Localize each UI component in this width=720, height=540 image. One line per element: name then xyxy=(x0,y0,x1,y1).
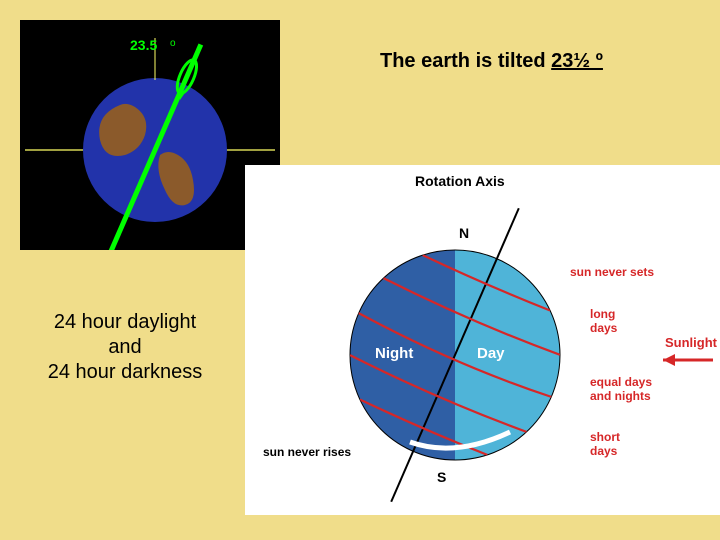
south-label: S xyxy=(437,469,446,485)
left-text-block: 24 hour daylight and 24 hour darkness xyxy=(25,310,225,385)
equal-days-l2: and nights xyxy=(590,389,651,403)
north-label: N xyxy=(459,225,469,241)
title-underlined: 23½ º xyxy=(551,50,603,72)
long-days-l2: days xyxy=(590,321,617,335)
equal-days-l1: equal days xyxy=(590,375,652,389)
svg-text:o: o xyxy=(170,38,176,49)
title-prefix: The earth is tilted xyxy=(380,50,551,72)
short-days-l2: days xyxy=(590,444,617,458)
rotation-axis-title: Rotation Axis xyxy=(415,173,505,189)
day-label: Day xyxy=(477,345,505,362)
rotation-axis-svg xyxy=(245,165,720,515)
left-text-line3: 24 hour darkness xyxy=(25,360,225,385)
sun-never-sets-label: sun never sets xyxy=(570,265,654,279)
left-text-line1: 24 hour daylight xyxy=(25,310,225,335)
sunlight-label: Sunlight xyxy=(665,335,717,350)
long-days-l1: long xyxy=(590,307,615,321)
left-text-line2: and xyxy=(25,335,225,360)
tilted-globe-panel: 23.5 o xyxy=(20,20,280,250)
svg-text:23.5: 23.5 xyxy=(130,37,157,53)
rotation-axis-panel: Rotation Axis N S Night Day sun never se… xyxy=(245,165,720,515)
title: The earth is tilted 23½ º xyxy=(380,50,603,73)
sun-never-rises-label: sun never rises xyxy=(263,445,351,459)
tilted-globe-svg: 23.5 o xyxy=(20,20,280,250)
night-label: Night xyxy=(375,345,413,362)
short-days-l1: short xyxy=(590,430,620,444)
